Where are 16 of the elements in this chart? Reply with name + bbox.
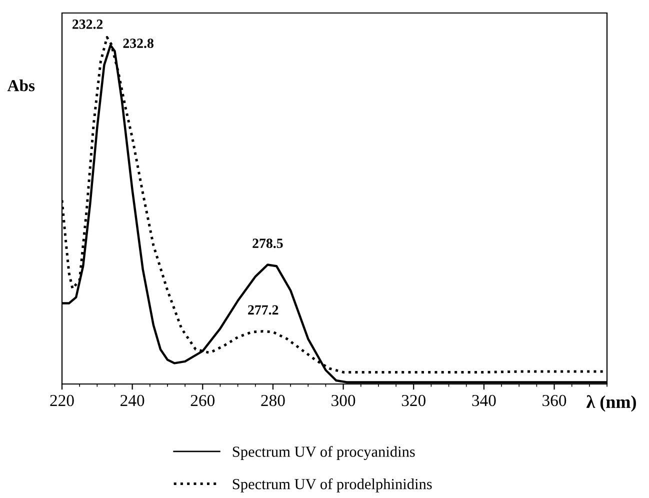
x-tick-label: 360 [542,394,566,406]
x-tick-label: 240 [120,394,144,406]
x-axis-title: λ (nm) [586,395,636,412]
x-tick-label: 300 [332,394,356,406]
x-tick-label: 260 [190,394,215,406]
annotation: 277.2 [248,305,278,315]
annotation: 278.5 [252,238,283,248]
y-axis-title: Abs [7,80,35,92]
legend-label: Spectrum UV of prodelphinidins [232,478,432,492]
annotation: 232.2 [72,20,103,29]
x-tick-label: 320 [402,394,426,406]
x-tick-label: 220 [50,394,74,406]
annotation: 232.8 [123,38,154,48]
x-tick-label: 340 [472,394,496,406]
x-tick-label: 280 [261,394,285,406]
legend-label: Spectrum UV of procyanidins [232,446,415,460]
